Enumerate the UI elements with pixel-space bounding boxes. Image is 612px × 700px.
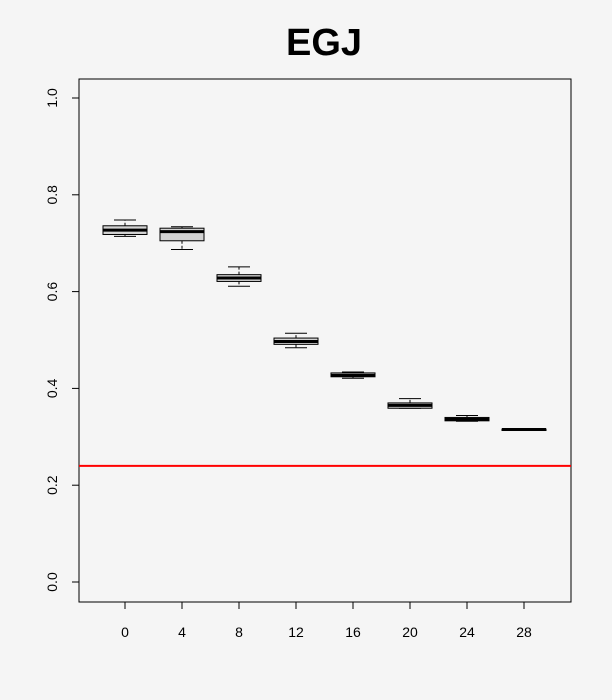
y-tick-label: 0.2: [44, 475, 60, 495]
x-tick-label: 12: [288, 624, 304, 640]
box-28: [501, 428, 547, 432]
x-tick-label: 8: [235, 624, 243, 640]
chart-title: EGJ: [286, 22, 362, 64]
box-24: [444, 415, 490, 422]
box-12: [273, 332, 319, 349]
x-tick-label: 20: [402, 624, 418, 640]
y-axis: 0.0 0.2 0.4 0.6 0.8 1.0: [44, 88, 80, 592]
y-tick-label: 1.0: [44, 88, 60, 108]
x-tick-label: 0: [121, 624, 129, 640]
y-tick-label: 0.4: [44, 378, 60, 398]
box-0: [102, 219, 148, 237]
y-tick-label: 0.6: [44, 282, 60, 302]
box-20: [387, 398, 433, 409]
box-16: [330, 371, 376, 379]
box-8: [216, 266, 262, 287]
box-body: [159, 227, 205, 242]
box-4: [159, 226, 205, 250]
x-tick-label: 4: [178, 624, 186, 640]
y-tick-label: 0.0: [44, 572, 60, 592]
x-tick-label: 16: [345, 624, 361, 640]
x-tick-label: 28: [516, 624, 532, 640]
box-series: [102, 219, 547, 432]
x-tick-label: 24: [459, 624, 475, 640]
y-tick-label: 0.8: [44, 185, 60, 205]
x-axis: 0 4 8 12 16 20 24 28: [121, 601, 532, 640]
plot-frame: [78, 78, 572, 603]
